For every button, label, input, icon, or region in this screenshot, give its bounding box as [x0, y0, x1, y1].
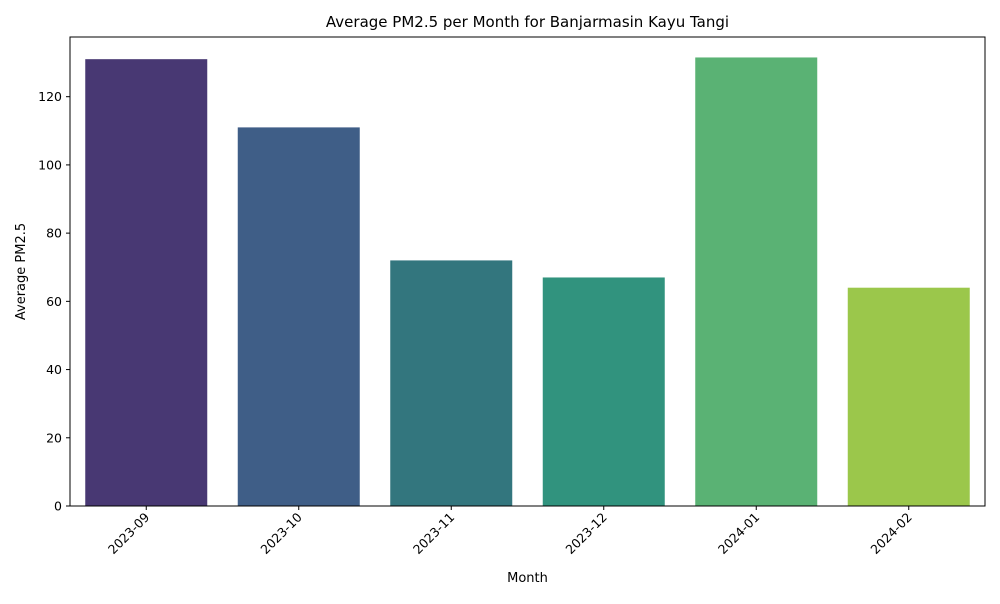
y-tick-label: 60 [46, 294, 62, 309]
y-tick-label: 40 [46, 362, 62, 377]
bars-layer [85, 57, 970, 507]
x-axis-label: Month [507, 571, 548, 586]
y-axis-label: Average PM2.5 [14, 223, 29, 320]
x-tick-label: 2023-10 [257, 509, 305, 557]
bar-2024-02 [847, 287, 970, 506]
plot-frame [69, 36, 986, 507]
chart-title: Average PM2.5 per Month for Banjarmasin … [326, 13, 729, 31]
y-axis-ticks: 0 20 40 60 80 100 120 [38, 89, 70, 514]
x-tick-label: 2023-12 [562, 510, 610, 558]
y-tick-label: 120 [38, 89, 62, 104]
bar-2024-01 [695, 57, 818, 506]
x-axis-ticks: 2023-09 2023-10 2023-11 2023-12 2024-01 2024-… [105, 506, 915, 557]
x-tick-label: 2023-11 [410, 510, 458, 558]
bar-2023-11 [390, 260, 513, 506]
x-tick-label: 2023-09 [105, 509, 153, 557]
x-tick-label: 2024-01 [715, 510, 763, 558]
bar-2023-10 [237, 127, 360, 506]
y-tick-label: 100 [38, 157, 62, 172]
y-tick-label: 0 [54, 499, 62, 514]
bar-2023-09 [85, 59, 208, 507]
y-tick-label: 80 [46, 226, 62, 241]
x-tick-label: 2024-02 [867, 510, 915, 558]
y-tick-label: 20 [46, 430, 62, 445]
bar-2023-12 [542, 277, 665, 506]
axes-layer [69, 36, 986, 507]
